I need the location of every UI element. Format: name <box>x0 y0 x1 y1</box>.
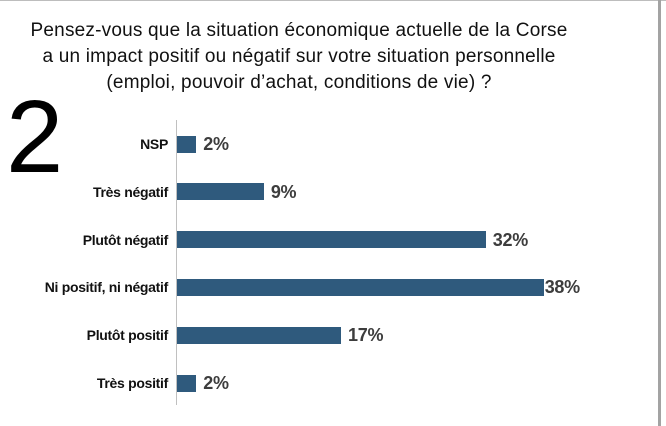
bar <box>177 374 197 392</box>
category-label: Ni positif, ni négatif <box>44 279 169 296</box>
bar <box>177 278 544 296</box>
category-label: NSP <box>140 136 168 152</box>
slide-number: 2 <box>6 79 64 194</box>
category-label: Plutôt positif <box>86 327 169 344</box>
value-label: 9% <box>270 181 297 202</box>
window-right-edge <box>658 0 661 426</box>
bar <box>177 183 264 201</box>
value-label: 32% <box>492 229 528 250</box>
window-top-edge <box>0 0 666 1</box>
bar <box>177 135 197 153</box>
question-title-line: a un impact positif ou négatif sur votre… <box>42 46 556 67</box>
value-label: 2% <box>203 134 229 154</box>
value-label: 2% <box>203 373 229 393</box>
category-label: Très positif <box>96 375 168 391</box>
question-title-line: (emploi, pouvoir d’achat, conditions de … <box>106 72 492 93</box>
question-title: Pensez-vous que la situation économique … <box>0 18 598 96</box>
category-label: Plutôt négatif <box>82 231 169 248</box>
category-label: Très négatif <box>93 183 168 200</box>
bar <box>177 326 342 344</box>
value-label: 38% <box>544 277 580 298</box>
value-label: 17% <box>348 325 384 346</box>
question-title-line: Pensez-vous que la situation économique … <box>30 20 568 41</box>
bar <box>177 231 486 249</box>
y-axis-line <box>176 120 177 405</box>
